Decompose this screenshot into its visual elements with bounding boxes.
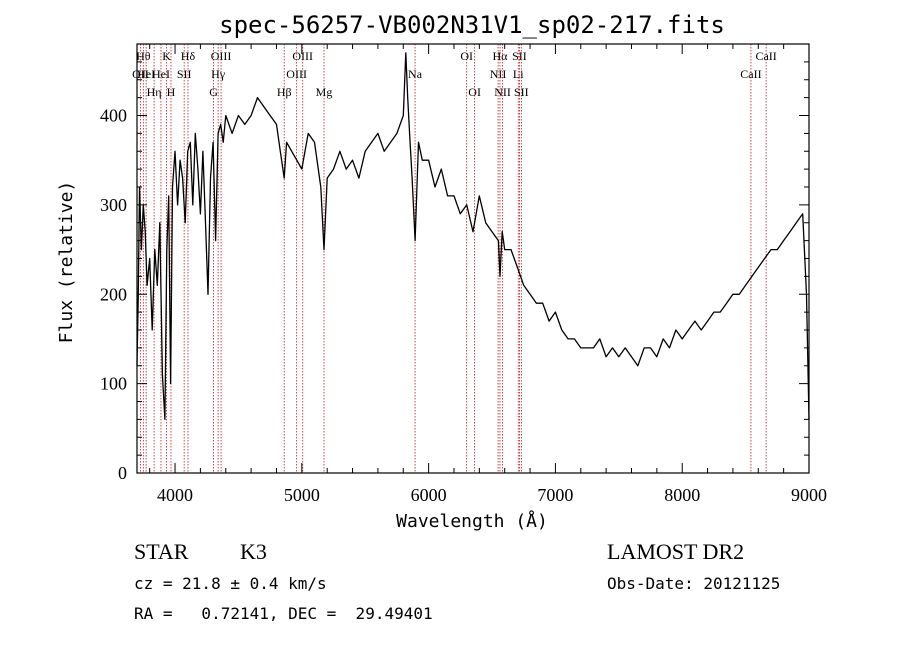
y-tick-label: 400: [100, 106, 127, 126]
line-marker-label: OIII: [292, 49, 313, 63]
line-marker-label: NII: [494, 85, 511, 99]
line-marker-label: SII: [177, 67, 192, 81]
redshift-readout: cz = 21.8 ± 0.4 km/s: [134, 574, 327, 593]
line-marker-label: OI: [460, 49, 473, 63]
object-class: STAR: [134, 539, 189, 564]
y-tick-label: 300: [100, 195, 127, 215]
y-tick-label: 0: [118, 463, 127, 483]
x-tick-label: 9000: [791, 485, 827, 505]
y-axis-title: Flux (relative): [56, 181, 77, 344]
y-tick-label: 100: [100, 374, 127, 394]
line-marker-label: Hθ: [136, 49, 151, 63]
line-marker-label: CaII: [740, 67, 761, 81]
chart-title: spec-56257-VB002N31V1_sp02-217.fits: [219, 11, 725, 39]
y-tick-label: 200: [100, 284, 127, 304]
x-tick-label: 6000: [411, 485, 447, 505]
line-marker-label: Hα: [493, 49, 509, 63]
spectral-line-markers: OIIHθHeIHηHeIKHSIIHδGHγOIIIHβOIIIOIIIMgN…: [132, 44, 777, 473]
spectrum-line-0: [137, 53, 809, 420]
line-marker-label: OIII: [286, 67, 307, 81]
x-tick-label: 4000: [157, 485, 193, 505]
x-tick-label: 8000: [664, 485, 700, 505]
line-marker-label: NII: [490, 67, 507, 81]
line-marker-label: HeI: [152, 67, 170, 81]
line-marker-label: Hδ: [181, 49, 196, 63]
line-marker-label: Hη: [147, 85, 162, 99]
line-marker-label: H: [167, 85, 176, 99]
line-marker-label: OI: [468, 85, 481, 99]
line-marker-label: K: [162, 49, 171, 63]
line-marker-label: CaII: [755, 49, 776, 63]
x-axis-title: Wavelength (Å): [396, 510, 548, 532]
y-axis-ticks: 0 100 200 300 400: [100, 62, 809, 483]
line-marker-label: Hβ: [277, 85, 292, 99]
observation-date: Obs-Date: 20121125: [607, 574, 780, 593]
survey-name: LAMOST DR2: [607, 539, 744, 564]
line-marker-label: OIII: [211, 49, 232, 63]
line-marker-label: G: [209, 85, 218, 99]
line-marker-label: SII: [514, 85, 529, 99]
line-marker-label: Li: [513, 67, 524, 81]
x-tick-label: 7000: [537, 485, 573, 505]
line-marker-label: Na: [408, 67, 423, 81]
plot-frame: [137, 44, 809, 473]
coordinates-readout: RA = 0.72141, DEC = 29.49401: [134, 604, 433, 623]
spectrum-series: [137, 53, 809, 420]
line-marker-label: Mg: [316, 85, 333, 99]
x-tick-label: 5000: [284, 485, 320, 505]
line-marker-label: Hγ: [211, 67, 226, 81]
object-subclass: K3: [240, 539, 267, 564]
line-marker-label: SII: [512, 49, 527, 63]
